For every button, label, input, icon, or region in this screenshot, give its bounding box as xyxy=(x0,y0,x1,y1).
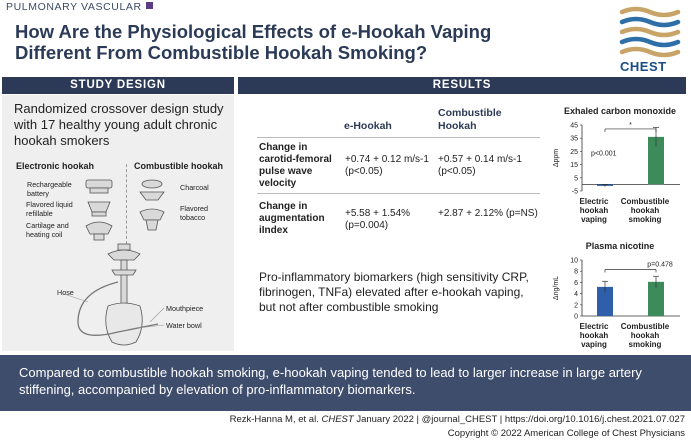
chart1-cat-0: Electric hookah vaping xyxy=(579,197,609,224)
citation-sep-2: | xyxy=(499,414,503,425)
chart2-title: Plasma nicotine xyxy=(585,241,655,251)
citation-authors: Rezk-Hanna M, et al. xyxy=(229,414,319,425)
row-label-aix: Change in augmentation iIndex xyxy=(259,201,325,236)
chart1-ytick-label-0: -5 xyxy=(572,189,578,196)
biomarkers-text: Pro-inflammatory biomarkers (high sensit… xyxy=(259,270,529,314)
chart-carbon-monoxide: -5 5 15 25 35 45 Δppm * p<0.001 xyxy=(553,122,680,196)
chart2-cat-0: Electric hookah vaping xyxy=(579,322,609,349)
chart1-pvalue: p<0.001 xyxy=(591,150,617,157)
table-top-line xyxy=(257,137,540,138)
cell-aix-combustible: +2.87 + 2.12% (p=NS) xyxy=(438,208,538,219)
cell-pwv-ehookah: +0.74 + 0.12 m/s-1 (p<0.05) xyxy=(345,154,429,177)
chart2-bar-0 xyxy=(597,286,613,316)
doi-link[interactable]: https://doi.org/10.1016/j.chest.2021.07.… xyxy=(504,414,685,425)
chart-plasma-nicotine: 0 2 4 6 8 10 Δng/mL p=0.478 xyxy=(553,258,680,321)
cell-pwv-combustible: +0.57 + 0.14 m/s-1 (p<0.05) xyxy=(438,154,522,177)
chart2-cat-1: Combustible hookah smoking xyxy=(620,322,670,349)
chart1-ytick-label-5: 45 xyxy=(570,123,578,130)
citation-sep-1: | xyxy=(416,414,420,425)
chart1-bar-1 xyxy=(648,136,664,185)
chart2-ytick-label-3: 6 xyxy=(574,280,578,287)
col-ehookah: e-Hookah xyxy=(344,120,392,132)
page-title: How Are the Physiological Effects of e-H… xyxy=(15,21,492,63)
twitter-link[interactable]: @journal_CHEST xyxy=(421,414,498,425)
table-mid-line xyxy=(257,193,540,194)
chart2-ytick-label-1: 2 xyxy=(574,302,578,309)
chart2-ytick-label-5: 10 xyxy=(570,258,578,265)
row-label-pwv: Change in carotid-femoral pulse wave vel… xyxy=(259,142,332,189)
citation-line: Rezk-Hanna M, et al. CHEST January 2022 … xyxy=(100,414,685,426)
chart2-pvalue: p=0.478 xyxy=(647,262,673,269)
col-combustible: Combustible Hookah xyxy=(438,107,502,132)
chart1-asterisk: * xyxy=(629,122,632,129)
category-square-icon xyxy=(145,2,153,9)
study-design-heading: STUDY DESIGN xyxy=(2,77,234,94)
chart2-ytick-label-4: 8 xyxy=(574,269,578,276)
part-charcoal: Charcoal xyxy=(180,183,209,192)
chest-logo xyxy=(619,6,681,58)
part-battery: Rechargeable battery xyxy=(27,180,72,198)
part-waterbowl: Water bowl xyxy=(166,321,202,330)
logo-text: CHEST xyxy=(620,59,667,74)
chart2-ylabel: Δng/mL xyxy=(553,276,560,300)
category-label: PULMONARY VASCULAR xyxy=(6,1,153,13)
combustible-hookah-label: Combustible hookah xyxy=(134,161,224,171)
part-hose: Hose xyxy=(57,288,74,297)
part-mouthpiece: Mouthpiece xyxy=(166,304,204,313)
citation-journal: CHEST xyxy=(321,414,354,425)
hookah-illustration xyxy=(57,179,165,346)
study-description: Randomized crossover design study with 1… xyxy=(14,101,224,148)
chart1-title: Exhaled carbon monoxide xyxy=(563,106,677,116)
part-tobacco: Flavored tobacco xyxy=(180,204,208,222)
chart2-bar-1 xyxy=(648,281,664,316)
part-coil: Cartilage and heating coil xyxy=(26,221,69,239)
results-heading: RESULTS xyxy=(238,77,686,94)
electronic-hookah-label: Electronic hookah xyxy=(16,161,95,171)
citation-date: January 2022 xyxy=(356,414,414,425)
part-liquid: Flavored liquid refillable xyxy=(26,200,73,218)
chart1-ytick-label-2: 15 xyxy=(570,162,578,169)
chart1-cat-1: Combustible hookah smoking xyxy=(620,197,670,224)
chart1-ytick-label-4: 35 xyxy=(570,136,578,143)
cell-aix-ehookah: +5.58 + 1.54% (p=0.004) xyxy=(345,208,411,231)
chart1-ytick-label-3: 25 xyxy=(570,149,578,156)
device-divider xyxy=(126,164,127,244)
chart2-ytick-label-2: 4 xyxy=(574,291,578,298)
copyright: Copyright © 2022 American College of Che… xyxy=(447,428,685,439)
chart1-ytick-label-1: 5 xyxy=(574,175,578,182)
chart1-ylabel: Δppm xyxy=(553,149,560,167)
conclusion-banner: Compared to combustible hookah smoking, … xyxy=(0,355,691,411)
chart2-ytick-label-0: 0 xyxy=(574,314,578,321)
